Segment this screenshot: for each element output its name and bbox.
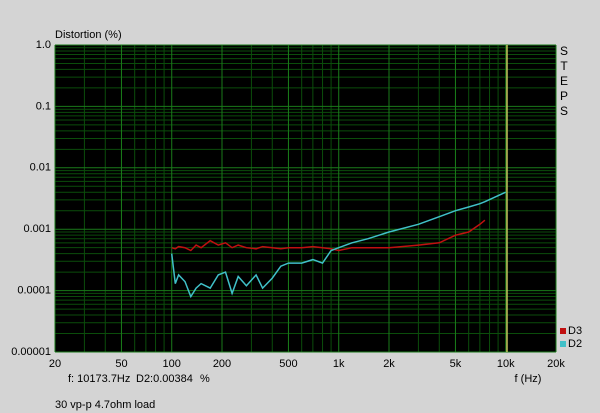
- x-tick-label: 500: [279, 358, 297, 370]
- legend-label: D3: [568, 325, 582, 337]
- side-label: STEPS: [557, 44, 571, 119]
- y-tick-label: 1.0: [36, 39, 51, 51]
- x-tick-label: 100: [163, 358, 181, 370]
- x-tick-label: 50: [115, 358, 127, 370]
- readout-unit: %: [200, 373, 210, 385]
- legend-swatch: [560, 341, 566, 347]
- grid: [54, 44, 557, 353]
- y-tick-label: 0.00001: [11, 346, 51, 358]
- y-tick-label: 0.0001: [17, 285, 51, 297]
- chart-title: Distortion (%): [55, 29, 122, 41]
- x-tick-label: 200: [213, 358, 231, 370]
- y-tick-label: 0.1: [36, 100, 51, 112]
- cursor-readout: D2:0.00384: [136, 373, 193, 385]
- x-tick-label: 2k: [383, 358, 395, 370]
- x-tick-label: 1k: [333, 358, 345, 370]
- x-axis-label: f (Hz): [515, 373, 542, 385]
- plot-area: [55, 45, 556, 352]
- legend-label: D2: [568, 338, 582, 350]
- data-line: [170, 191, 507, 299]
- x-tick-label: 10k: [497, 358, 515, 370]
- legend-swatch: [560, 328, 566, 334]
- data-line: [171, 219, 486, 252]
- x-tick-label: 20: [49, 358, 61, 370]
- cursor-frequency: f: 10173.7Hz: [68, 373, 130, 385]
- footer-note: 30 vp-p 4.7ohm load: [55, 399, 155, 411]
- x-tick-label: 20k: [547, 358, 565, 370]
- y-tick-label: 0.001: [23, 223, 51, 235]
- y-tick-label: 0.01: [30, 162, 51, 174]
- x-tick-label: 5k: [450, 358, 462, 370]
